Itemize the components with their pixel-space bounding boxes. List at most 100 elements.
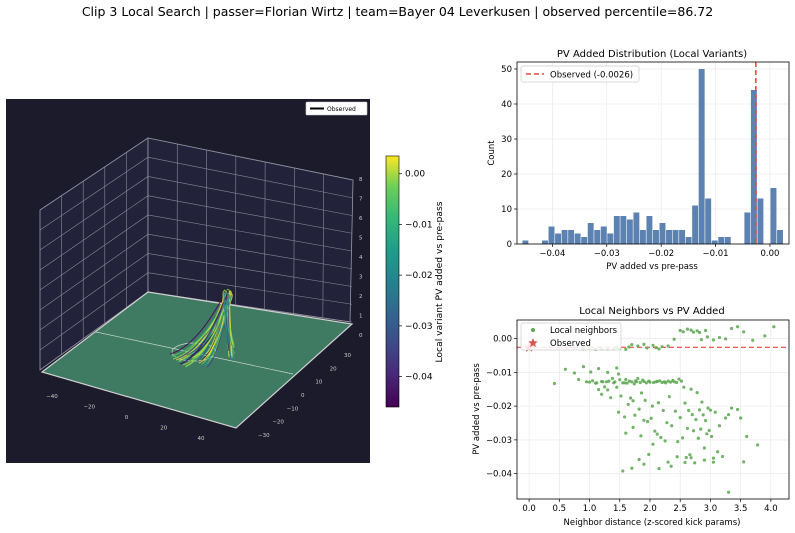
neighbor-point: [689, 456, 693, 460]
x-tick-label: 0.5: [553, 504, 567, 514]
neighbor-point: [700, 400, 704, 404]
neighbor-point: [703, 419, 708, 423]
neighbor-point: [624, 431, 628, 435]
neighbor-point: [635, 380, 639, 384]
histogram-bar: [692, 205, 699, 244]
histogram-bar: [679, 230, 686, 244]
neighbor-point: [630, 380, 634, 384]
neighbor-point: [659, 435, 663, 440]
neighbor-point: [684, 455, 688, 460]
y-tick-label: 0.00: [493, 335, 512, 345]
neighbor-point: [637, 457, 641, 462]
neighbor-point: [650, 404, 654, 408]
neighbor-point: [651, 343, 655, 347]
wall-grid-line: [39, 253, 353, 331]
wall-grid-line: [39, 272, 353, 351]
neighbor-point: [630, 343, 634, 347]
scatter-legend-observed: Observed: [550, 339, 591, 349]
neighbor-point: [687, 408, 691, 413]
neighbor-point: [706, 406, 710, 410]
neighbor-point: [572, 371, 577, 375]
scatter-xlabel: Neighbor distance (z-scored kick params): [564, 518, 741, 528]
scatter-frame: [516, 319, 790, 500]
neighbor-point: [669, 464, 673, 468]
neighbor-point: [615, 366, 619, 370]
histogram-bar: [600, 226, 607, 244]
x-tick-label: 4.0: [764, 504, 778, 514]
colorbar-tick-label: −0.04: [405, 373, 433, 383]
neighbor-point: [672, 337, 676, 341]
neighbor-point: [653, 429, 657, 433]
neighbor-point: [726, 490, 731, 494]
trajectory-line: [193, 292, 232, 361]
histogram-bar: [777, 230, 783, 244]
histogram-xlabel: PV added vs pre-pass: [606, 262, 698, 272]
neighbor-point: [652, 380, 656, 385]
neighbor-point: [678, 416, 682, 420]
y-tick-label: −10: [287, 406, 299, 412]
neighbor-point: [629, 396, 633, 400]
neighbor-point: [663, 439, 667, 443]
histogram-bar: [587, 223, 594, 244]
colorbar-label: Local variant PV added vs pre-pass: [434, 201, 445, 362]
histogram-bar: [672, 230, 679, 244]
histogram-bar: [574, 233, 581, 244]
x-tick-label: 2.5: [673, 504, 687, 514]
neighbor-point: [595, 381, 599, 385]
neighbor-point: [615, 385, 619, 389]
neighbor-point: [710, 434, 714, 439]
neighbor-point: [563, 367, 567, 371]
neighbor-point: [701, 413, 705, 417]
wall-grid-line: [39, 195, 353, 271]
neighbor-point: [644, 381, 648, 385]
neighbor-point: [613, 380, 617, 384]
wall-grid-line: [39, 137, 353, 211]
neighbor-point: [674, 380, 679, 385]
wall-grid-line: [39, 176, 353, 251]
neighbor-point: [693, 461, 697, 465]
neighbor-point: [689, 387, 693, 391]
neighbor-point: [622, 415, 627, 419]
histogram-bar: [626, 219, 633, 244]
trajectory-line: [198, 290, 233, 364]
histogram-bar: [639, 230, 646, 244]
histogram-bar: [607, 233, 614, 244]
neighbor-point: [636, 376, 640, 381]
neighbor-point: [711, 460, 716, 464]
3d-trajectory-bundle: [169, 288, 235, 368]
neighbor-point: [597, 387, 601, 392]
x-tick-label: 0: [125, 415, 129, 421]
neighbor-point: [587, 380, 592, 384]
3d-legend: Observed: [305, 101, 368, 116]
neighbor-point: [654, 346, 658, 350]
histogram-x-ticks: −0.04 −0.03 −0.02 −0.01 0.00: [539, 244, 779, 259]
neighbor-point: [711, 338, 716, 342]
histogram-bar: [581, 237, 588, 244]
neighbor-point: [716, 450, 720, 454]
neighbor-point: [696, 436, 700, 440]
wall-grid-line: [39, 156, 353, 231]
figure-suptitle: Clip 3 Local Search | passer=Florian Wir…: [81, 4, 714, 19]
neighbor-point: [667, 395, 671, 399]
neighbor-point: [639, 391, 644, 395]
neighbor-point: [626, 402, 630, 407]
neighbor-point: [670, 424, 674, 428]
x-tick-label: −0.03: [594, 249, 620, 259]
neighbor-point: [624, 377, 628, 382]
neighbor-point: [606, 370, 610, 374]
scatter-title: Local Neighbors vs PV Added: [579, 306, 724, 317]
histogram-bar: [633, 212, 640, 244]
neighbor-point: [723, 337, 728, 341]
histogram-legend: Observed (-0.0026): [520, 65, 640, 83]
neighbor-point: [642, 418, 646, 422]
neighbor-point: [649, 416, 653, 420]
3d-pitch-plane: [40, 291, 354, 429]
neighbor-point: [683, 401, 687, 405]
neighbor-point: [603, 385, 607, 389]
scatter-y-ticks: 0.00 −0.01 −0.02 −0.03 −0.04: [486, 335, 517, 480]
scatter-legend: Local neighbors Observed: [520, 322, 622, 351]
neighbor-point: [678, 328, 682, 333]
histogram-bar: [568, 230, 575, 244]
neighbor-point: [645, 346, 649, 350]
y-tick-label: −0.04: [486, 470, 512, 480]
